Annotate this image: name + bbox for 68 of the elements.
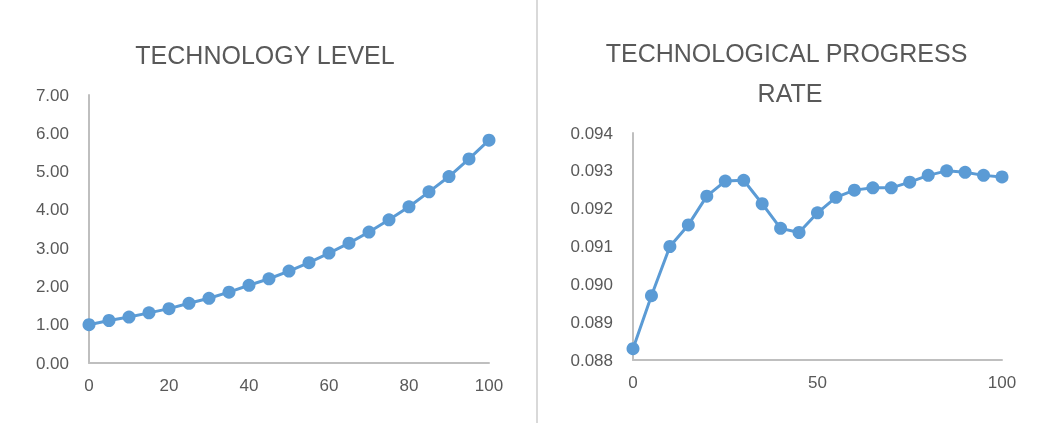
x-tick-label: 100	[474, 376, 504, 395]
y-tick-label: 6.00	[35, 123, 69, 143]
point	[342, 236, 356, 250]
chart-title: TECHNOLOGICAL PROGRESS RATE	[605, 39, 975, 107]
point	[122, 310, 136, 324]
chart-title: TECHNOLOGY LEVEL	[135, 41, 395, 69]
point	[282, 264, 296, 278]
y-tick-label: 5.00	[35, 162, 69, 182]
point	[829, 190, 843, 204]
point	[811, 206, 824, 220]
y-tick-label: 0.00	[35, 353, 69, 373]
y-tick-label: 0.092	[570, 199, 613, 219]
point	[644, 289, 658, 303]
point	[202, 291, 216, 305]
point	[995, 170, 1009, 184]
point	[903, 175, 917, 189]
point	[82, 318, 96, 332]
y-tick-label: 0.094	[570, 123, 613, 143]
x-tick-label: 60	[319, 376, 339, 395]
point	[442, 170, 456, 184]
x-tick-label: 50	[808, 373, 827, 392]
point	[322, 246, 336, 260]
point	[940, 164, 954, 178]
point	[462, 152, 476, 166]
x-tick-label: 0	[628, 373, 638, 392]
x-tick-label: 100	[987, 373, 1017, 392]
point	[681, 218, 695, 232]
y-tick-label: 0.090	[570, 274, 613, 294]
point	[921, 168, 935, 182]
point	[884, 181, 898, 195]
x-tick-label: 0	[84, 376, 94, 395]
x-tick-label: 80	[399, 376, 419, 395]
y-tick-label: 3.00	[35, 238, 69, 258]
point	[102, 314, 116, 327]
y-tick-label: 2.00	[35, 276, 69, 296]
y-tick-label: 0.089	[570, 312, 613, 332]
point	[382, 213, 396, 227]
y-tick-label: 0.093	[570, 161, 613, 181]
y-tick-label: 7.00	[35, 85, 69, 105]
point	[362, 225, 376, 239]
y-tick-label: 0.088	[570, 350, 613, 370]
point	[482, 133, 496, 147]
point	[958, 165, 972, 179]
point	[626, 342, 640, 356]
point	[755, 197, 769, 211]
x-tick-label: 20	[159, 376, 179, 395]
y-tick-label: 1.00	[35, 315, 69, 335]
point	[302, 256, 316, 270]
point	[718, 174, 732, 188]
y-tick-label: 4.00	[35, 200, 69, 220]
y-tick-label: 0.091	[570, 237, 613, 256]
point	[792, 226, 806, 239]
point	[422, 185, 436, 199]
point	[737, 173, 751, 187]
point	[222, 285, 236, 299]
point	[663, 240, 677, 253]
point	[262, 272, 276, 286]
point	[700, 189, 714, 203]
point	[182, 296, 196, 310]
point	[162, 302, 176, 316]
point	[866, 181, 880, 195]
point	[402, 200, 416, 214]
point	[142, 306, 156, 320]
point	[774, 221, 788, 235]
x-tick-label: 40	[239, 376, 259, 395]
point	[977, 168, 991, 182]
point	[242, 278, 256, 292]
point	[847, 183, 861, 197]
